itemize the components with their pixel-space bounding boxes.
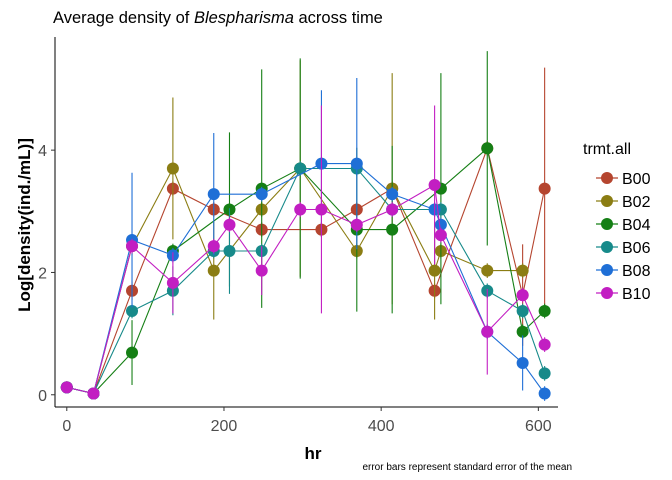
plot-area	[60, 51, 551, 401]
chart-title-part-3: across time	[294, 9, 383, 27]
x-tick-label: 200	[211, 418, 238, 435]
legend-key-point-b10	[601, 287, 613, 299]
data-point-b10	[434, 229, 447, 242]
chart-title: Average density of Blespharisma across t…	[53, 9, 383, 27]
legend-key-point-b04	[601, 218, 613, 230]
x-tick-label: 600	[525, 418, 552, 435]
legend-key-point-b02	[601, 195, 613, 207]
data-point-b10	[87, 387, 100, 400]
data-point-b08	[350, 157, 363, 170]
legend-label-b08: B08	[622, 263, 651, 280]
data-point-b10	[223, 218, 236, 231]
series-line-b08	[66, 163, 546, 395]
data-point-b04	[386, 223, 399, 236]
data-point-b04	[126, 346, 139, 359]
data-point-b08	[207, 188, 220, 201]
series-b10	[60, 105, 551, 400]
legend-item-b06: B06	[596, 240, 651, 257]
data-point-b02	[207, 264, 220, 277]
data-point-b04	[538, 304, 551, 317]
data-point-b08	[255, 188, 268, 201]
data-point-b06	[223, 245, 236, 258]
data-point-b08	[434, 218, 447, 231]
chart-title-part-2: Blespharisma	[194, 9, 294, 27]
data-point-b10	[166, 276, 179, 289]
y-axis-label: Log[density(ind./mL)]	[15, 138, 34, 312]
series-line-b06	[66, 167, 546, 395]
data-point-b06	[126, 304, 139, 317]
data-point-b02	[516, 264, 529, 277]
series-line-b02	[66, 167, 523, 395]
data-point-b02	[481, 264, 494, 277]
legend-label-b10: B10	[622, 286, 651, 303]
data-point-b06	[538, 367, 551, 380]
legend: trmt.all B00 B02 B04 B06 B08 B10	[583, 141, 651, 303]
data-point-b06	[516, 304, 529, 317]
data-point-b10	[428, 179, 441, 191]
y-tick-label: 2	[38, 265, 47, 282]
chart-title-part-1: Average density of	[53, 9, 194, 27]
x-tick-label: 0	[62, 418, 71, 435]
legend-label-b04: B04	[622, 217, 651, 234]
data-point-b10	[60, 381, 73, 394]
data-point-b10	[315, 203, 328, 216]
legend-item-b02: B02	[596, 194, 651, 211]
data-point-b08	[538, 387, 551, 400]
series-line-b00	[66, 146, 546, 395]
data-point-b10	[126, 240, 139, 253]
legend-key-point-b06	[601, 241, 613, 253]
series-line-b04	[66, 147, 545, 395]
legend-label-b00: B00	[622, 171, 651, 188]
data-point-b10	[538, 338, 551, 351]
legend-label-b02: B02	[622, 194, 651, 211]
caption: error bars represent standard error of t…	[362, 462, 572, 473]
data-point-b10	[255, 264, 268, 277]
legend-item-b00: B00	[596, 171, 651, 188]
legend-key-point-b00	[601, 172, 613, 184]
x-axis-label: hr	[305, 444, 322, 463]
data-point-b08	[516, 356, 529, 369]
legend-key-point-b08	[601, 264, 613, 276]
y-tick-label: 0	[38, 388, 47, 405]
data-point-b04	[481, 142, 494, 155]
data-point-b02	[428, 264, 441, 277]
data-point-b00	[538, 182, 551, 195]
series-line-b10	[66, 184, 546, 395]
legend-item-b04: B04	[596, 217, 651, 234]
series-b06	[60, 161, 551, 400]
data-point-b10	[350, 218, 363, 231]
data-point-b04	[516, 325, 529, 338]
data-point-b06	[294, 162, 307, 175]
data-point-b08	[386, 188, 399, 201]
axes: 0 200 400 600 0 2 4	[38, 37, 558, 435]
data-point-b10	[516, 289, 529, 302]
legend-item-b10: B10	[596, 286, 651, 303]
data-point-b10	[207, 240, 220, 253]
legend-item-b08: B08	[596, 263, 651, 280]
y-tick-label: 4	[38, 143, 47, 160]
x-tick-label: 400	[368, 418, 395, 435]
data-point-b02	[166, 162, 179, 175]
data-point-b10	[294, 203, 307, 216]
legend-label-b06: B06	[622, 240, 651, 257]
data-point-b10	[481, 325, 494, 338]
data-point-b10	[386, 203, 399, 216]
legend-title: trmt.all	[583, 141, 631, 158]
series-b04	[60, 51, 551, 400]
